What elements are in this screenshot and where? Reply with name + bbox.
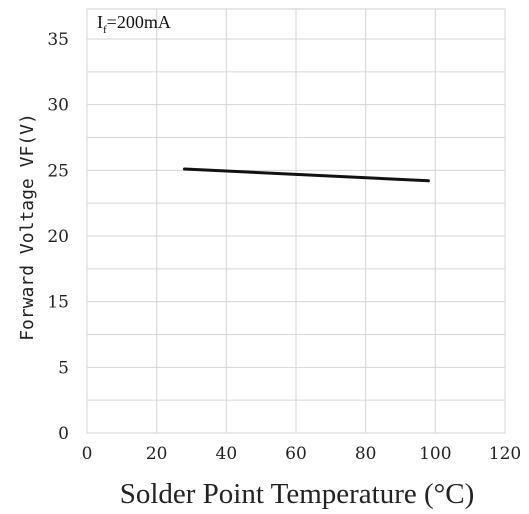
x-tick-label: 0 (82, 444, 93, 464)
series-lines (183, 167, 430, 183)
x-tick-label: 100 (419, 444, 451, 464)
x-tick-labels: 0 20 40 60 80 100 120 (82, 444, 522, 464)
y-tick-labels: 0 5 15 20 25 30 35 (47, 30, 69, 444)
y-tick-label: 5 (58, 358, 69, 378)
x-tick-label: 120 (489, 444, 521, 464)
y-tick-label: 35 (47, 30, 69, 50)
annotation-sub: f (103, 24, 107, 36)
annotation-main: I (97, 12, 103, 32)
x-tick-label: 80 (355, 444, 377, 464)
annotation-rest: =200mA (107, 12, 171, 32)
x-tick-label: 40 (216, 444, 238, 464)
y-tick-label: 0 (58, 424, 69, 444)
y-tick-label: 15 (47, 293, 69, 313)
series-line (183, 167, 430, 183)
y-axis-label: Forward Voltage VF(V) (17, 113, 38, 341)
x-tick-label: 20 (146, 444, 168, 464)
annotation: If=200mA (97, 12, 171, 36)
x-tick-label: 60 (285, 444, 307, 464)
y-tick-label: 30 (47, 96, 69, 116)
y-tick-label: 25 (47, 161, 69, 181)
grid (86, 8, 506, 434)
x-axis-label: Solder Point Temperature (°C) (120, 478, 475, 510)
y-tick-label: 20 (47, 227, 69, 247)
